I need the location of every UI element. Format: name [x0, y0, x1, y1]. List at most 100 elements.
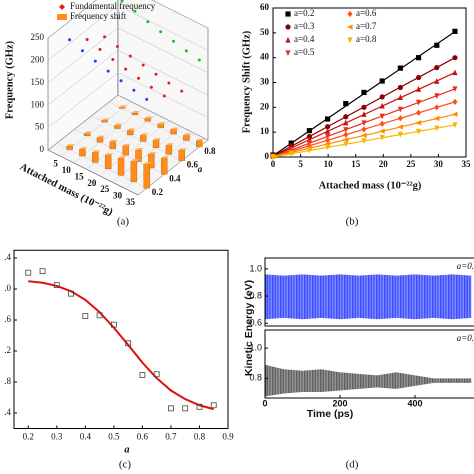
z-tick-label: 150: [31, 77, 45, 87]
point: [324, 128, 331, 134]
bar: [183, 135, 190, 141]
y-tick-label: 30: [260, 77, 270, 87]
y-tick-label: 10: [260, 126, 270, 136]
point: [361, 104, 367, 110]
x-tick-label: 0.8: [194, 432, 206, 442]
y-tick-label: 0: [265, 151, 270, 161]
legend-marker: [285, 36, 291, 43]
y-tick-label: 0.2: [152, 187, 164, 197]
bar-top: [101, 118, 110, 121]
plot-frame: [264, 329, 474, 399]
y-tick-label: 0.4: [169, 173, 181, 183]
point: [452, 55, 458, 61]
fundamental-dot: [132, 88, 136, 92]
point: [415, 128, 422, 135]
fundamental-dot: [162, 94, 166, 98]
fundamental-dot: [172, 39, 176, 43]
grid-line: [47, 49, 209, 106]
bar-top: [196, 138, 205, 141]
fundamental-dot: [93, 59, 97, 63]
point: [379, 135, 385, 141]
bar: [130, 161, 138, 182]
point: [361, 111, 367, 117]
x-tick-label: 15: [351, 159, 361, 169]
bar: [161, 158, 168, 175]
legend-marker: [285, 50, 291, 57]
bar-top: [143, 162, 152, 165]
bar-top: [161, 156, 170, 159]
grid-line: [47, 5, 209, 61]
x-tick-label: 0.4: [80, 432, 92, 442]
legend-label: a=0.5: [294, 47, 315, 57]
y-tick-label: .2: [4, 345, 11, 355]
point: [379, 78, 385, 84]
point: [153, 371, 160, 378]
fundamental-dot: [159, 30, 163, 34]
x-tick-label: 0.5: [108, 432, 120, 442]
point: [434, 78, 440, 84]
x-tick-label: 200: [332, 398, 347, 408]
x-tick-label: 30: [113, 191, 123, 201]
grid-line: [47, 72, 209, 128]
x-axis-label: Time (ps): [307, 408, 353, 420]
y-tick-label: 1.0: [249, 343, 262, 353]
fundamental-dot: [115, 44, 119, 48]
point: [361, 126, 367, 133]
fundamental-dot: [106, 69, 110, 73]
y-tick-label: 0.8: [249, 373, 262, 383]
point: [270, 154, 276, 160]
point: [343, 127, 349, 133]
fundamental-dot: [68, 38, 72, 42]
bar-top: [119, 105, 128, 108]
x-tick-label: 0.6: [137, 432, 149, 442]
legend-marker: [285, 11, 291, 17]
point: [343, 101, 349, 107]
y-tick-label: 60: [260, 2, 270, 12]
bar-top: [118, 156, 127, 159]
bar-top: [127, 128, 136, 131]
z-tick-label: 200: [31, 54, 45, 64]
fundamental-dot: [124, 67, 128, 71]
y-tick-label: .4: [4, 407, 11, 417]
fundamental-dot: [141, 63, 145, 67]
bar: [157, 123, 164, 128]
fundamental-dot: [197, 58, 201, 62]
x-tick-label: 20: [87, 178, 97, 188]
legend-label: a=0.8: [356, 34, 377, 44]
bar: [144, 118, 152, 122]
bar: [178, 149, 185, 161]
point: [82, 313, 89, 320]
bar-top: [131, 110, 140, 113]
plot-frame: [13, 249, 229, 429]
fundamental-dot: [133, 9, 137, 13]
y-tick-label: .4: [4, 252, 11, 262]
x-tick-label: 35: [462, 159, 472, 169]
x-tick-label: 25: [406, 159, 416, 169]
y-tick-label: 0.6: [249, 318, 262, 328]
point: [360, 132, 367, 138]
point: [324, 144, 331, 151]
bar-top: [153, 138, 162, 141]
point: [210, 402, 217, 409]
fundamental-dot: [111, 58, 115, 62]
x-tick-label: 20: [379, 159, 389, 169]
grid-line: [47, 27, 209, 83]
panel-label: a=0.: [457, 333, 474, 343]
point: [434, 42, 440, 48]
y-tick-label: 1.0: [249, 263, 262, 273]
fundamental-dot: [103, 35, 107, 39]
bar: [79, 148, 86, 157]
x-tick-label: 400: [407, 398, 422, 408]
bar-top: [140, 133, 149, 136]
point: [39, 268, 46, 275]
bar-top: [84, 131, 93, 134]
bar-top: [183, 133, 192, 136]
point: [139, 372, 146, 378]
fundamental-dot: [184, 49, 188, 53]
bar: [104, 155, 112, 170]
grid-line: [47, 0, 209, 39]
point: [434, 125, 440, 132]
legend-marker: [285, 24, 291, 30]
x-tick-label: 0.3: [51, 432, 63, 442]
